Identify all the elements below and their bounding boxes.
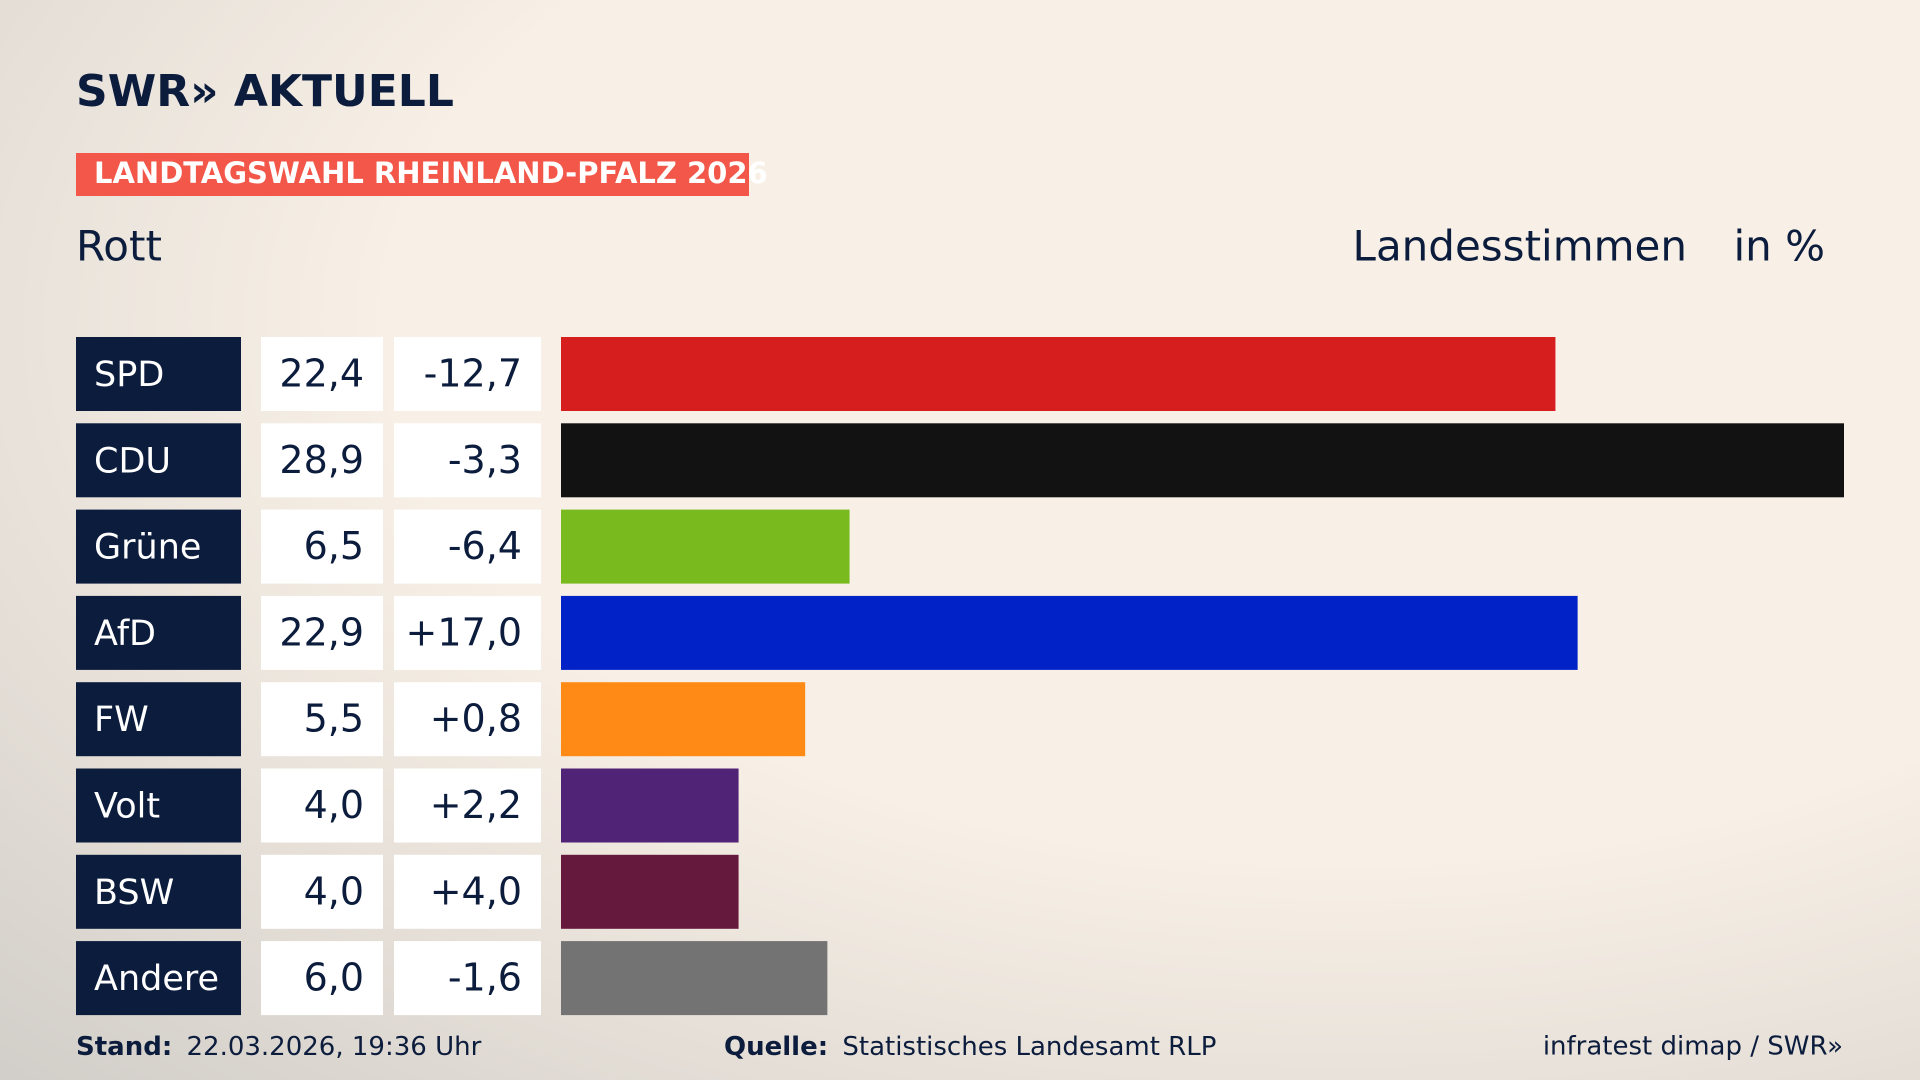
change-label: -1,6 (448, 956, 522, 1000)
party-name: CDU (94, 441, 171, 481)
bar (561, 854, 739, 929)
bar (561, 595, 1578, 670)
brand: SWR» AKTUELL (76, 66, 454, 117)
name-box (76, 941, 241, 1016)
bar (561, 768, 739, 843)
source-label: Quelle: (724, 1032, 828, 1062)
name-box (76, 509, 241, 584)
value-box (261, 768, 383, 843)
change-label: +0,8 (430, 697, 522, 741)
stand-label: Stand: (76, 1032, 172, 1062)
party-name: Andere (94, 959, 219, 999)
chart-title: Rott (76, 222, 162, 271)
stand: Stand: 22.03.2026, 19:36 Uhr (76, 1032, 482, 1062)
value-label: 28,9 (279, 438, 364, 482)
value-label: 4,0 (304, 783, 364, 827)
change-box (394, 337, 541, 411)
bar (561, 509, 850, 584)
change-label: +4,0 (430, 869, 522, 913)
name-box (76, 854, 241, 929)
party-name: Grüne (94, 528, 201, 568)
value-label: 22,4 (279, 352, 364, 396)
change-label: +17,0 (406, 610, 522, 654)
change-box (394, 682, 541, 757)
party-name: SPD (94, 355, 164, 395)
change-box (394, 423, 541, 498)
credit: infratest dimap / SWR» (1543, 1032, 1843, 1062)
change-label: -3,3 (448, 438, 522, 482)
bar (561, 337, 1556, 411)
party-name: FW (94, 700, 149, 740)
value-label: 5,5 (304, 697, 364, 741)
change-box (394, 509, 541, 584)
value-box (261, 337, 383, 411)
name-box (76, 423, 241, 498)
bar (561, 423, 1844, 498)
bar (561, 941, 828, 1016)
value-box (261, 509, 383, 584)
change-box (394, 768, 541, 843)
value-label: 6,0 (304, 956, 364, 1000)
name-box (76, 337, 241, 411)
change-box (394, 941, 541, 1016)
name-box (76, 682, 241, 757)
change-label: -12,7 (424, 352, 522, 396)
value-box (261, 682, 383, 757)
bar (561, 682, 806, 757)
stand-value: 22.03.2026, 19:36 Uhr (186, 1032, 481, 1062)
change-box (394, 595, 541, 670)
value-box (261, 941, 383, 1016)
value-label: 6,5 (304, 524, 364, 568)
change-box (394, 854, 541, 929)
badge-bg (76, 153, 749, 196)
value-label: 4,0 (304, 869, 364, 913)
party-name: BSW (94, 873, 174, 913)
party-name: AfD (94, 614, 156, 654)
source-value: Statistisches Landesamt RLP (842, 1032, 1216, 1062)
value-box (261, 854, 383, 929)
value-label: 22,9 (279, 610, 364, 654)
change-label: -6,4 (448, 524, 522, 568)
subtitle: Landesstimmen (1353, 222, 1687, 271)
value-box (261, 423, 383, 498)
party-name: Volt (94, 787, 160, 827)
name-box (76, 768, 241, 843)
change-label: +2,2 (430, 783, 522, 827)
source: Quelle: Statistisches Landesamt RLP (724, 1032, 1216, 1062)
badge: LANDTAGSWAHL RHEINLAND-PFALZ 2026 (94, 156, 768, 190)
unit-label: in % (1733, 222, 1825, 271)
value-box (261, 595, 383, 670)
name-box (76, 595, 241, 670)
